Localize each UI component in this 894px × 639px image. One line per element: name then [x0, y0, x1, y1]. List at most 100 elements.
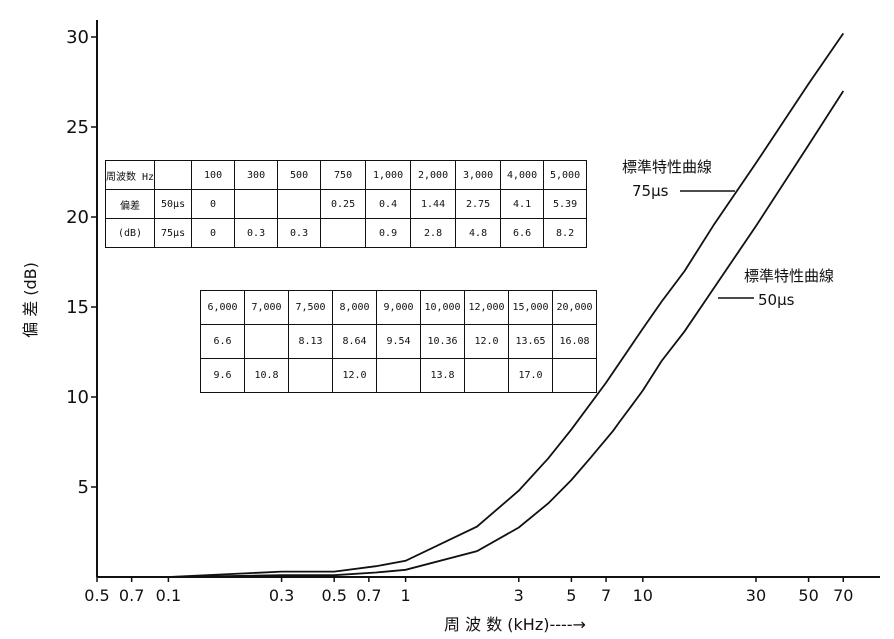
table-cell: 0.9 — [365, 218, 412, 248]
table-cell — [320, 218, 367, 248]
y-tick-label: 10 — [66, 387, 89, 408]
table-cell — [464, 358, 509, 393]
table-row: 偏差 50μs 0 0.25 0.4 1.44 2.75 4.1 5.39 — [104, 189, 588, 219]
curves — [168, 32, 845, 578]
x-tick-label: 30 — [746, 586, 766, 605]
x-tick-label: 10 — [633, 586, 653, 605]
y-tick-label: 20 — [66, 207, 89, 228]
table-cell: 12,000 — [464, 290, 509, 325]
table-cell: 5,000 — [543, 160, 588, 190]
table-cell — [376, 358, 421, 393]
table-cell: 10.8 — [244, 358, 289, 393]
x-tick-label: 0.1 — [156, 586, 181, 605]
annotation-75us-label: 75μs — [632, 182, 669, 200]
table-cell: 10.36 — [420, 324, 465, 359]
table-cell: 5.39 — [543, 189, 588, 219]
table-cell: 6,000 — [200, 290, 245, 325]
table-cell: 8.2 — [543, 218, 588, 248]
y-tick-label: 15 — [66, 297, 89, 318]
annotation-50us-title: 標準特性曲線 — [744, 267, 834, 285]
table-cell: 4,000 — [500, 160, 545, 190]
table-cell: 75μs — [154, 218, 193, 248]
x-tick-label: 0.3 — [269, 586, 294, 605]
table-cell: 2,000 — [410, 160, 457, 190]
table-cell: 12.0 — [464, 324, 509, 359]
table-cell: 3,000 — [455, 160, 502, 190]
deviation-table-low: 周波数 Hz 100 300 500 750 1,000 2,000 3,000 4,000 5,… — [104, 160, 588, 248]
x-tick-label: 7 — [601, 586, 611, 605]
table-cell: 6.6 — [200, 324, 245, 359]
x-tick-label: 0.5 — [84, 586, 109, 605]
table-cell — [244, 324, 289, 359]
table-cell: 0.3 — [277, 218, 322, 248]
table-cell: 15,000 — [508, 290, 553, 325]
table-cell: 300 — [234, 160, 279, 190]
table-cell: 0 — [191, 218, 236, 248]
annotation-50us-label: 50μs — [758, 291, 795, 309]
x-ticks: 0.5 0.7 0.1 0.3 0.5 0.7 1 3 5 7 10 30 50 70 — [84, 577, 853, 605]
table-cell: 8,000 — [332, 290, 377, 325]
series-line-50us — [168, 90, 845, 578]
table-cell: 0 — [191, 189, 236, 219]
table-row: (dB) 75μs 0 0.3 0.3 0.9 2.8 4.8 6.6 8.2 — [104, 218, 588, 248]
table-cell — [154, 160, 193, 190]
table-row: 9.6 10.8 12.0 13.8 17.0 — [200, 358, 597, 393]
deviation-table-high: 6,000 7,000 7,500 8,000 9,000 10,000 12,000 15,… — [200, 290, 597, 393]
table-cell: 100 — [191, 160, 236, 190]
y-ticks: 5 10 15 20 25 30 — [66, 27, 97, 498]
table-cell: 0.3 — [234, 218, 279, 248]
table-row: 周波数 Hz 100 300 500 750 1,000 2,000 3,000 4,000 5,… — [104, 160, 588, 190]
x-tick-label: 5 — [566, 586, 576, 605]
table-cell: 偏差 — [104, 189, 156, 219]
table-cell: 2.75 — [455, 189, 502, 219]
y-tick-label: 25 — [66, 117, 89, 138]
table-cell: 0.25 — [320, 189, 367, 219]
x-tick-label: 50 — [798, 586, 818, 605]
x-tick-label: 0.7 — [119, 586, 144, 605]
table-row: 6,000 7,000 7,500 8,000 9,000 10,000 12,000 15,… — [200, 290, 597, 325]
table-row: 6.6 8.13 8.64 9.54 10.36 12.0 13.65 16.08 — [200, 324, 597, 359]
annotation-75us: 標準特性曲線 75μs — [622, 158, 735, 200]
table-cell: 9,000 — [376, 290, 421, 325]
y-tick-label: 30 — [66, 27, 89, 48]
table-cell: 750 — [320, 160, 367, 190]
table-cell: 7,000 — [244, 290, 289, 325]
table-cell — [288, 358, 333, 393]
table-cell: 0.4 — [365, 189, 412, 219]
table-cell: 1.44 — [410, 189, 457, 219]
table-cell: 13.8 — [420, 358, 465, 393]
axes — [96, 20, 880, 578]
series-line-75us — [168, 32, 845, 578]
table-cell: 16.08 — [552, 324, 597, 359]
table-cell: 500 — [277, 160, 322, 190]
table-cell: 9.54 — [376, 324, 421, 359]
table-cell — [234, 189, 279, 219]
table-cell: 2.8 — [410, 218, 457, 248]
table-cell: 50μs — [154, 189, 193, 219]
table-cell: 4.1 — [500, 189, 545, 219]
y-tick-label: 5 — [78, 477, 89, 498]
table-cell — [277, 189, 322, 219]
table-cell: 20,000 — [552, 290, 597, 325]
deviation-table-high-body: 6,000 7,000 7,500 8,000 9,000 10,000 12,000 15,… — [200, 290, 597, 393]
table-cell: 8.13 — [288, 324, 333, 359]
x-tick-label: 0.5 — [321, 586, 346, 605]
x-tick-label: 1 — [401, 586, 411, 605]
annotation-75us-title: 標準特性曲線 — [622, 158, 712, 176]
annotation-50us: 標準特性曲線 50μs — [718, 267, 834, 309]
table-cell: 13.65 — [508, 324, 553, 359]
table-cell: 17.0 — [508, 358, 553, 393]
table-cell: 周波数 Hz — [104, 160, 156, 190]
table-cell: 10,000 — [420, 290, 465, 325]
table-cell: 9.6 — [200, 358, 245, 393]
table-cell: 6.6 — [500, 218, 545, 248]
x-tick-label: 0.7 — [356, 586, 381, 605]
deviation-table-low-body: 周波数 Hz 100 300 500 750 1,000 2,000 3,000 4,000 5,… — [104, 160, 588, 248]
table-cell: 1,000 — [365, 160, 412, 190]
x-tick-label: 70 — [833, 586, 853, 605]
x-tick-label: 3 — [514, 586, 524, 605]
table-cell: (dB) — [104, 218, 156, 248]
x-axis-title: 周 波 数 (kHz)----→ — [444, 615, 586, 634]
y-axis-title: 偏 差 (dB) — [21, 262, 40, 338]
